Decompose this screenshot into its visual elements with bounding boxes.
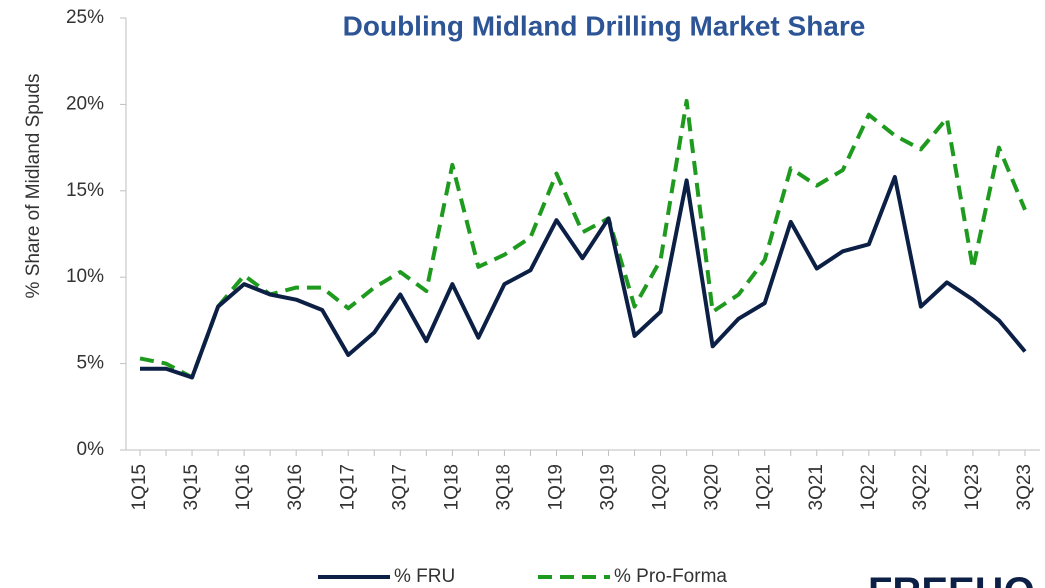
x-tick-label: 3Q23 (1014, 464, 1035, 510)
x-tick-label: 1Q20 (650, 464, 671, 510)
x-tick-label: 1Q19 (545, 464, 566, 510)
line-series (140, 174, 1027, 380)
x-tick-label: 3Q15 (181, 464, 202, 510)
x-tick-label: 3Q19 (598, 464, 619, 510)
x-tick-label: 3Q21 (806, 464, 827, 510)
x-tick-label: 1Q15 (129, 464, 150, 510)
x-tick-label: 1Q21 (754, 464, 775, 510)
y-tick-label: 25% (66, 7, 104, 28)
y-axis-label: % Share of Midland Spuds (23, 74, 44, 299)
x-tick-label: 1Q17 (337, 464, 358, 510)
x-tick-label: 3Q17 (389, 464, 410, 510)
y-tick-label: 20% (66, 93, 104, 114)
legend-label: % FRU (394, 566, 455, 587)
y-tick-label: 0% (77, 439, 105, 460)
x-tick-label: 1Q18 (441, 464, 462, 510)
x-tick-label: 1Q16 (233, 464, 254, 510)
x-tick-label: 3Q22 (910, 464, 931, 510)
chart-title: Doubling Midland Drilling Market Share (343, 10, 866, 41)
y-tick-label: 10% (66, 266, 104, 287)
legend-label: % Pro-Forma (614, 566, 727, 587)
x-tick-label: 1Q22 (858, 464, 879, 510)
x-tick-label: 3Q18 (493, 464, 514, 510)
line-series (139, 98, 1027, 380)
y-tick-label: 5% (77, 353, 105, 374)
x-tick-label: 3Q20 (702, 464, 723, 510)
y-tick-label: 15% (66, 180, 104, 201)
x-tick-label: 1Q23 (962, 464, 983, 510)
x-tick-label: 3Q16 (285, 464, 306, 510)
logo: FREEHO (868, 570, 1035, 588)
